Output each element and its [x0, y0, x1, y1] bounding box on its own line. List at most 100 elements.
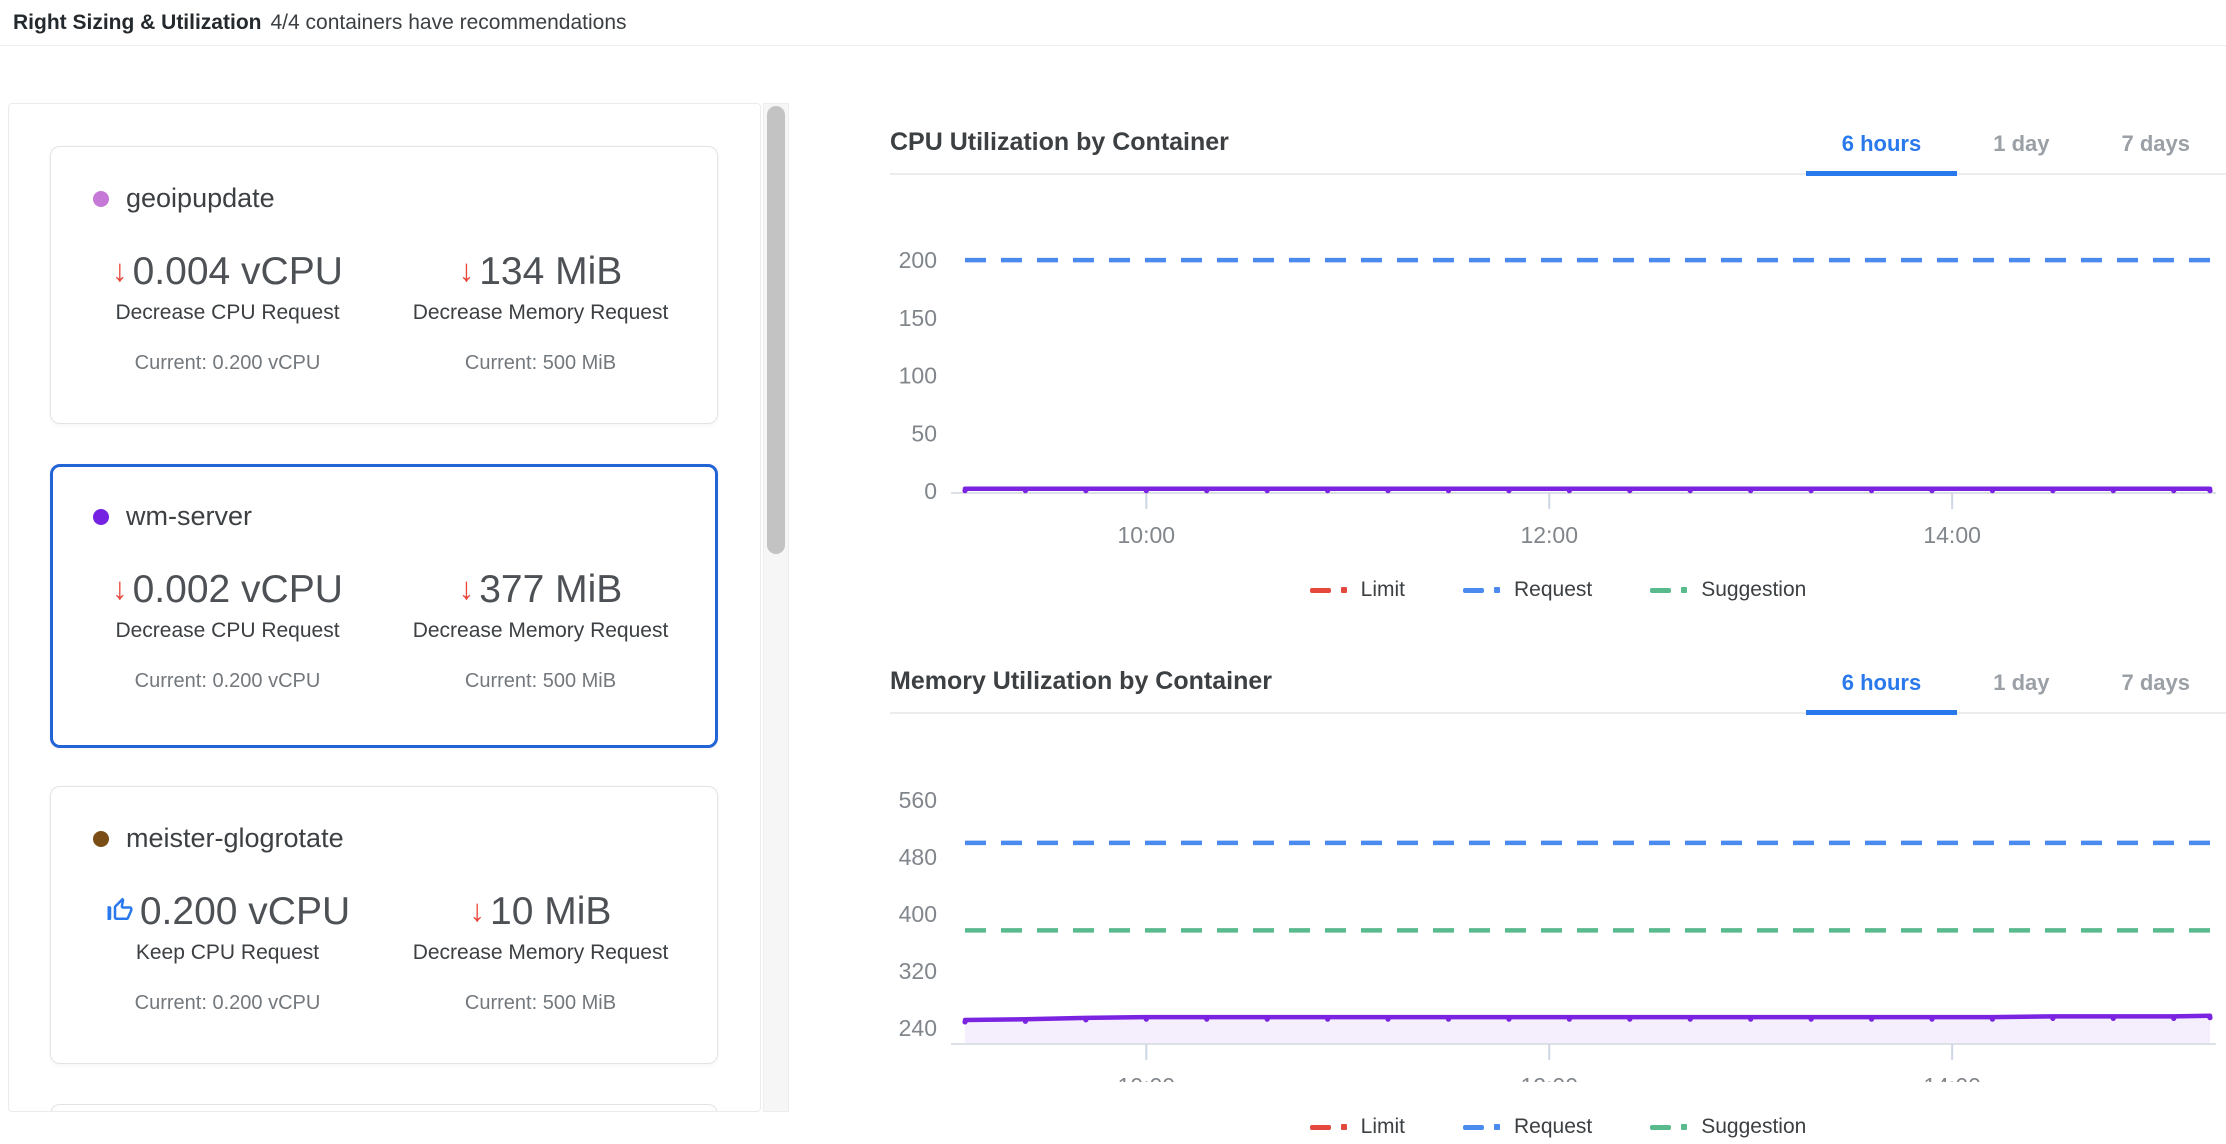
svg-text:560: 560: [899, 787, 937, 813]
svg-text:10:00: 10:00: [1118, 1073, 1176, 1082]
tab-1-day[interactable]: 1 day: [1993, 131, 2050, 156]
tab-7-days[interactable]: 7 days: [2121, 670, 2191, 695]
card-header: meister-glogrotate: [93, 823, 697, 854]
tab-7-days[interactable]: 7 days: [2121, 131, 2191, 156]
page-header: Right Sizing & Utilization 4/4 container…: [0, 0, 2226, 46]
legend-item-request[interactable]: Request: [1463, 1115, 1592, 1139]
thumbs-up-icon: [107, 897, 133, 920]
request-dot-icon: [1494, 587, 1501, 593]
page-subtitle: 4/4 containers have recommendations: [270, 10, 627, 34]
memory-label: Decrease Memory Request: [412, 619, 669, 642]
charts-column: CPU Utilization by Container 6 hours 1 d…: [890, 112, 2226, 1144]
decrease-arrow-icon: ↓: [112, 570, 128, 606]
list-scrollbar-track[interactable]: [763, 103, 789, 1112]
suggestion-dot-icon: [1681, 587, 1688, 593]
memory-chart-legend: Limit Request Suggestion: [890, 1107, 2226, 1144]
legend-item-limit[interactable]: Limit: [1309, 578, 1406, 602]
cpu-label: Keep CPU Request: [135, 941, 320, 964]
container-color-dot: [93, 190, 109, 207]
tab-1-day[interactable]: 1 day: [1993, 670, 2050, 695]
svg-text:14:00: 14:00: [1923, 522, 1981, 545]
container-name: geoipupdate: [126, 183, 275, 213]
svg-text:12:00: 12:00: [1520, 522, 1578, 545]
svg-text:150: 150: [899, 305, 937, 331]
memory-value: 134 MiB: [479, 250, 623, 293]
cpu-recommendation: ↓ 0.004 vCPU Decrease CPU Request Curren…: [71, 250, 384, 375]
suggestion-dash-icon: [1650, 587, 1672, 593]
tab-6-hours[interactable]: 6 hours: [1805, 131, 1958, 176]
svg-text:480: 480: [899, 844, 937, 870]
limit-dash-icon: [1309, 1124, 1331, 1130]
request-dot-icon: [1494, 1124, 1501, 1130]
cpu-value: 0.002 vCPU: [132, 568, 343, 611]
memory-chart-block: Memory Utilization by Container 6 hours …: [890, 651, 2226, 1144]
decrease-arrow-icon: ↓: [469, 892, 486, 928]
cpu-label: Decrease CPU Request: [115, 301, 340, 324]
legend-item-request[interactable]: Request: [1463, 578, 1592, 602]
memory-utilization-chart: 10:00 12:00 14:00 240 320 400 480 560: [890, 714, 2226, 1099]
request-dash-icon: [1463, 587, 1485, 593]
limit-dot-icon: [1340, 1124, 1347, 1130]
cpu-label: Decrease CPU Request: [115, 619, 340, 642]
suggestion-dot-icon: [1681, 1124, 1688, 1130]
svg-text:400: 400: [899, 901, 937, 927]
cpu-current: Current: 0.200 vCPU: [134, 352, 321, 374]
svg-text:10:00: 10:00: [1118, 522, 1176, 545]
memory-value: 10 MiB: [490, 890, 612, 933]
decrease-arrow-icon: ↓: [112, 252, 128, 288]
cpu-value: 0.200 vCPU: [139, 890, 351, 933]
cpu-value: 0.004 vCPU: [132, 250, 343, 293]
page-title: Right Sizing & Utilization: [13, 10, 262, 34]
legend-item-suggestion[interactable]: Suggestion: [1650, 1115, 1806, 1139]
cpu-chart-header: CPU Utilization by Container 6 hours 1 d…: [890, 112, 2226, 176]
cpu-recommendation: 0.200 vCPU Keep CPU Request Current: 0.2…: [71, 890, 384, 1015]
limit-dot-icon: [1340, 587, 1347, 593]
svg-text:240: 240: [899, 1015, 937, 1041]
container-color-dot: [93, 830, 109, 847]
memory-value: 377 MiB: [479, 568, 623, 611]
cpu-recommendation: ↓ 0.002 vCPU Decrease CPU Request Curren…: [71, 568, 384, 693]
svg-text:100: 100: [899, 363, 937, 389]
svg-text:50: 50: [911, 420, 937, 446]
container-card-partial[interactable]: [50, 1104, 718, 1111]
container-card-geoipupdate[interactable]: geoipupdate ↓ 0.004 vCPU Decrease CPU Re…: [50, 146, 718, 424]
memory-chart-header: Memory Utilization by Container 6 hours …: [890, 651, 2226, 715]
memory-recommendation: ↓ 134 MiB Decrease Memory Request Curren…: [384, 250, 697, 375]
container-color-dot: [93, 508, 109, 525]
legend-label: Request: [1514, 1115, 1593, 1138]
svg-text:12:00: 12:00: [1520, 1073, 1578, 1082]
list-scrollbar-thumb[interactable]: [767, 106, 785, 554]
cpu-chart-block: CPU Utilization by Container 6 hours 1 d…: [890, 112, 2226, 610]
decrease-arrow-icon: ↓: [458, 252, 475, 288]
memory-current: Current: 500 MiB: [464, 352, 617, 374]
legend-label: Suggestion: [1701, 1115, 1807, 1138]
legend-item-suggestion[interactable]: Suggestion: [1650, 578, 1806, 602]
legend-item-limit[interactable]: Limit: [1309, 1115, 1405, 1139]
memory-recommendation: ↓ 10 MiB Decrease Memory Request Current…: [384, 890, 697, 1015]
cpu-current: Current: 0.200 vCPU: [134, 670, 321, 692]
memory-current: Current: 500 MiB: [464, 992, 617, 1014]
memory-label: Decrease Memory Request: [412, 941, 669, 964]
cpu-utilization-chart: 10:00 12:00 14:00 0 50 100 150 200: [890, 175, 2226, 550]
container-name: wm-server: [126, 501, 252, 531]
memory-recommendation: ↓ 377 MiB Decrease Memory Request Curren…: [384, 568, 697, 693]
request-dash-icon: [1463, 1124, 1485, 1130]
card-header: geoipupdate: [93, 183, 697, 214]
container-list-panel: geoipupdate ↓ 0.004 vCPU Decrease CPU Re…: [8, 103, 761, 1112]
cpu-current: Current: 0.200 vCPU: [134, 992, 321, 1014]
svg-text:0: 0: [924, 478, 937, 504]
container-name: meister-glogrotate: [126, 823, 344, 853]
svg-text:14:00: 14:00: [1923, 1073, 1981, 1082]
cpu-chart-title: CPU Utilization by Container: [890, 128, 1229, 156]
memory-current: Current: 500 MiB: [464, 670, 617, 692]
memory-chart-title: Memory Utilization by Container: [890, 667, 1272, 695]
svg-text:200: 200: [899, 247, 937, 273]
container-card-wm-server[interactable]: wm-server ↓ 0.002 vCPU Decrease CPU Requ…: [50, 464, 718, 748]
container-card-meister-glogrotate[interactable]: meister-glogrotate 0.200 vCPU Keep CPU R…: [50, 786, 718, 1064]
legend-label: Limit: [1360, 578, 1406, 601]
cpu-chart-legend: Limit Request Suggestion: [890, 570, 2226, 610]
memory-label: Decrease Memory Request: [412, 301, 669, 324]
tab-6-hours[interactable]: 6 hours: [1805, 670, 1958, 715]
legend-label: Suggestion: [1701, 578, 1807, 601]
